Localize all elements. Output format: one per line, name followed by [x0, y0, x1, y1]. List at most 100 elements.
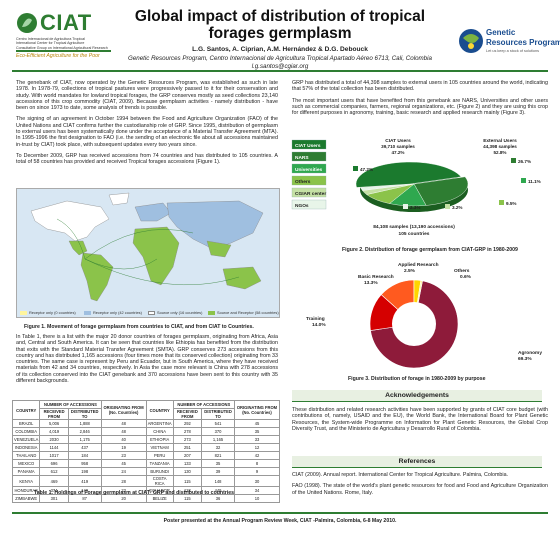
ciat-users-title: CIAT Users [385, 138, 411, 144]
slice-label: 2.3% [410, 205, 420, 210]
slice-label-swatch [353, 166, 358, 171]
figure-2-caption: Figure 2. Distribution of forage germpla… [342, 247, 518, 253]
map-legend-item: Receptor only (0 countries) [20, 310, 76, 315]
table-cell-country: THAILAND [11, 451, 41, 460]
table-cell-value: 184 [67, 451, 102, 460]
external-users-samples: 44,398 samples [483, 144, 517, 149]
table-cell-value: 45 [100, 459, 147, 468]
th-num-accessions: NUMBER OF ACCESSIONS [39, 400, 102, 409]
table-cell-value: 9 [233, 467, 281, 476]
slice-label-swatch [445, 204, 450, 209]
table-cell-country: MEXICO [11, 459, 41, 468]
right-paragraph-2: The most important users that have benef… [292, 97, 548, 117]
table-cell-value: 23 [100, 451, 147, 460]
slice-label-swatch [511, 158, 516, 163]
table-cell-value: 35 [233, 427, 281, 436]
map-legend-label-c: Source only (16 countries) [157, 310, 203, 315]
legend-swatch [291, 187, 327, 198]
ciat-sub-2: International Center for Tropical Agricu… [16, 41, 85, 46]
th-num-accessions-2: NUMBER OF ACCESSIONS [172, 400, 235, 409]
table-cell-country: PANAMA [11, 467, 41, 476]
ciat-users-percent: 47.2% [391, 150, 404, 155]
pie-slice [360, 183, 415, 191]
map-legend-item: Source and Receptor (58 countries) [208, 310, 279, 315]
ciat-subtitle: Centro Internacional de Agricultura Trop… [16, 37, 111, 50]
pie-slice [413, 176, 469, 206]
ciat-logo: CIAT Centro Internacional de Agricultura… [16, 10, 111, 62]
table-row: THAILAND 1017 184 23 PERU 207 821 42 [11, 451, 281, 460]
legend-label: NGOs [295, 203, 309, 209]
table-cell-value: 48 [100, 419, 147, 428]
slice-label-swatch [521, 178, 526, 183]
table-cell-value: 1,175 [67, 435, 102, 444]
table-cell-value: 273 [172, 435, 203, 444]
ciat-name: CIAT [40, 10, 92, 35]
grc-globe-icon [459, 29, 483, 53]
poster-title: Global impact of distribution of tropica… [115, 8, 445, 42]
table-cell-value: 48 [100, 427, 147, 436]
table-cell-country: COLOMBIA [11, 427, 41, 436]
table-cell-value: 148 [201, 475, 235, 487]
table-cell-value: 19 [100, 443, 147, 452]
world-map [16, 188, 280, 318]
table-cell-value: 207 [172, 451, 203, 460]
slice-label: 26.7% [518, 159, 531, 164]
table-cell-value: 292 [172, 419, 203, 428]
slice-percent: 0.6% [460, 274, 472, 280]
table-cell-value: 115 [172, 475, 203, 487]
grc-logo: Genetic Resources Program Let us keep a … [458, 24, 560, 60]
grc-line-1: Genetic [486, 28, 516, 37]
table-cell-country: BRAZIL [11, 419, 41, 428]
total-countries: 105 countries [399, 231, 430, 237]
map-legend-item: Source only (16 countries) [148, 310, 202, 315]
figure-1-caption: Figure 1. Movement of forage germplasm f… [24, 324, 254, 330]
table-cell-value: 42 [233, 451, 281, 460]
slice-name: Agronomy [518, 350, 542, 356]
table-row: ZIMBABWE 301 87 20 BELIZE 115 36 10 [11, 494, 281, 503]
legend-swatch [291, 163, 327, 174]
table-cell-value: 4,019 [39, 427, 69, 436]
slice-name: Basic Research [358, 274, 394, 280]
legend-label: CIAT Users [295, 143, 321, 149]
legend-label: CGIAR center [295, 191, 326, 197]
table-cell-value: 419 [67, 475, 102, 487]
slice-percent: 69.3% [518, 356, 532, 362]
table-cell-country: BURUNDI [145, 467, 174, 476]
legend-swatch [291, 199, 327, 210]
table-1-caption: Table 1. Holdings of Forage germplasm at… [34, 490, 235, 496]
intro-paragraph-2: The signing of an agreement in October 1… [16, 116, 278, 148]
table-row: VENEZUELA 2030 1,175 40 ETHIOPIA 273 1,165 33 [11, 435, 281, 444]
email: l.g.santos@cgiar.org [251, 63, 309, 70]
table-cell-value: 30 [233, 475, 281, 487]
slice-label: 9.5% [506, 201, 516, 206]
th-received-2: RECEIVED FROM [172, 408, 203, 420]
table-cell-value: 1017 [39, 451, 69, 460]
slice-label: 3.2% [452, 205, 462, 210]
slice-percent: 2.5% [404, 268, 416, 274]
legend-swatch [291, 175, 327, 186]
table-cell-value: 1,165 [201, 435, 235, 444]
table-cell-country: ARGENTINA [145, 419, 174, 428]
table-cell-country: KENYA [11, 475, 41, 487]
slice-label: 47.2% [360, 167, 373, 172]
acknowledgements-paragraph: These distribution and related research … [292, 407, 548, 432]
total-samples: 84,108 samples (13,190 accessions) [373, 224, 455, 230]
footer: Poster presented at the Annual Program R… [12, 512, 548, 524]
table-intro-text: In Table 1, there is a list with the maj… [16, 334, 278, 389]
title-block: Global impact of distribution of tropica… [115, 8, 445, 70]
th-originating: ORIGINATING FROM (No. Countries) [100, 400, 147, 420]
title-line-2: forages germplasm [208, 25, 352, 42]
legend-label: Universities [295, 167, 323, 173]
world-map-svg [30, 192, 264, 302]
th-country: COUNTRY [11, 400, 41, 420]
pie-slice [355, 161, 462, 188]
legend-swatch [291, 139, 327, 150]
right-text: GRP has distributed a total of 44,398 sa… [292, 80, 548, 121]
table-cell-value: 251 [172, 443, 203, 452]
table-cell-value: 24 [100, 467, 147, 476]
ciat-sub-1: Centro Internacional de Agricultura Trop… [16, 37, 85, 41]
table-cell-value: 115 [172, 494, 203, 503]
intro-text: The genebank of CIAT, now operated by th… [16, 80, 278, 171]
external-users-percent: 52.8% [493, 150, 506, 155]
table-row: HONDURAS 374 149 23 ECUADOR 122 449 34 [11, 486, 281, 495]
